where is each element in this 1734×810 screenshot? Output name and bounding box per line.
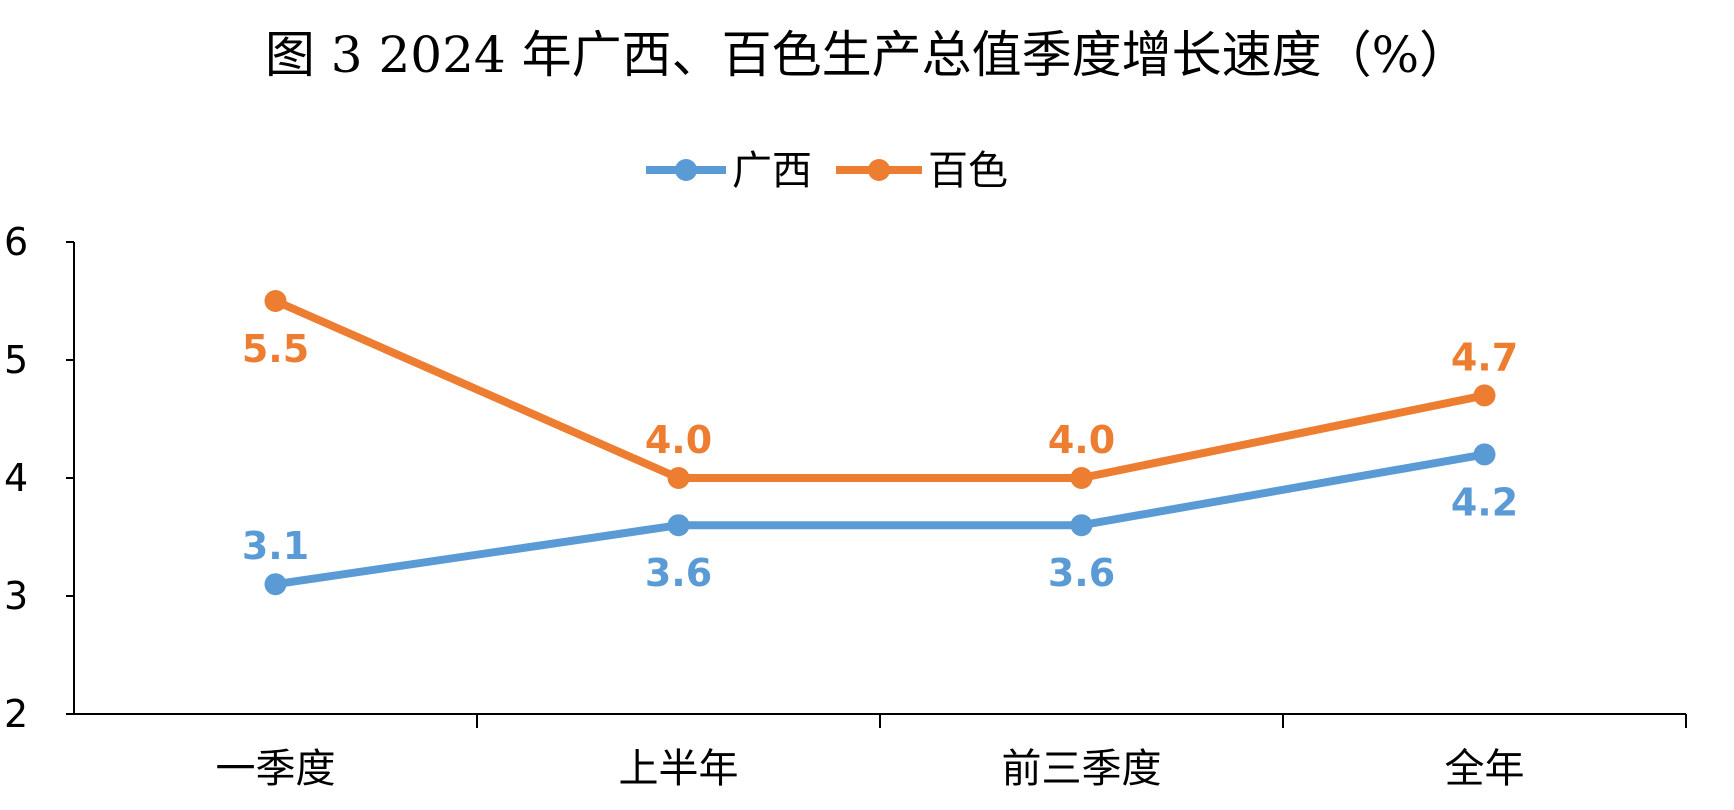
data-label: 3.6	[645, 551, 712, 595]
legend-item-guangxi: 广西	[646, 148, 812, 194]
data-label: 3.1	[242, 524, 309, 568]
series-line-1	[271, 297, 1489, 482]
x-tick-label: 上半年	[619, 746, 739, 792]
x-axis: 一季度 上半年 前三季度 全年	[74, 713, 1687, 792]
legend-label-guangxi: 广西	[732, 148, 812, 194]
data-point	[1070, 467, 1093, 489]
data-label: 4.2	[1451, 480, 1518, 524]
series-1: 5.5 4.0 4.0 4.7	[242, 290, 1518, 489]
data-label: 3.6	[1048, 551, 1115, 595]
data-point	[1473, 443, 1496, 466]
legend-marker-guangxi	[675, 159, 697, 181]
y-axis: 2 3 4 5 6	[4, 220, 75, 736]
chart-title: 图 3 2024 年广西、百色生产总值季度增长速度（%）	[265, 26, 1469, 84]
data-point	[1070, 514, 1093, 537]
legend-item-baise: 百色	[836, 148, 1008, 194]
data-label: 5.5	[242, 327, 309, 371]
y-tick-label: 6	[4, 220, 28, 264]
series-layer: 3.1 3.6 3.6 4.2 5.5 4.0 4.0 4.7	[242, 290, 1518, 596]
data-point	[264, 573, 287, 596]
y-tick-label: 5	[4, 338, 28, 382]
data-point	[1473, 384, 1496, 407]
data-label: 4.0	[645, 418, 712, 462]
y-tick-label: 4	[4, 456, 28, 500]
x-tick-label: 一季度	[216, 746, 336, 792]
data-point	[264, 290, 287, 312]
series-line-0	[271, 450, 1489, 589]
legend-marker-baise	[868, 159, 890, 181]
data-label: 4.7	[1451, 335, 1518, 379]
legend: 广西 百色	[646, 148, 1008, 194]
y-tick-label: 2	[4, 692, 28, 736]
x-tick-label: 全年	[1445, 746, 1525, 792]
x-tick-label: 前三季度	[1002, 746, 1162, 792]
data-point	[667, 467, 690, 489]
series-0: 3.1 3.6 3.6 4.2	[242, 443, 1518, 596]
data-point	[667, 514, 690, 537]
legend-label-baise: 百色	[928, 148, 1008, 194]
y-tick-label: 3	[4, 574, 28, 618]
data-label: 4.0	[1048, 418, 1115, 462]
